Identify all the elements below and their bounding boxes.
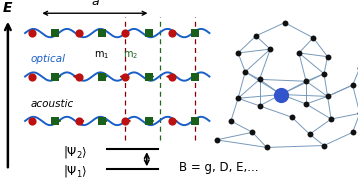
Point [303,102,309,105]
Point [242,70,248,73]
Point [29,32,35,35]
Point [146,32,151,35]
Point [76,119,82,122]
Point [325,55,330,58]
Point [310,36,316,39]
Point [76,75,82,78]
Point [235,97,241,100]
Point [169,75,175,78]
Point [122,75,128,78]
Point [53,75,58,78]
Point [257,78,262,81]
Point [192,32,198,35]
Point [357,112,358,115]
Point [169,119,175,122]
Point [307,133,313,136]
Text: m$_2$: m$_2$ [123,49,138,61]
Point [29,119,35,122]
Text: E: E [3,1,13,15]
Point [325,95,330,98]
Point [264,146,270,149]
Point [146,119,151,122]
Point [53,119,58,122]
Point [228,119,234,122]
Point [122,119,128,122]
Point [257,104,262,107]
Point [303,80,309,83]
Point [350,84,355,87]
Point [235,51,241,54]
Point [321,144,327,147]
Point [169,32,175,35]
Point [357,67,358,70]
Text: B = g, D, E,...: B = g, D, E,... [179,161,258,174]
Text: m$_1$: m$_1$ [95,49,110,61]
Point [321,72,327,75]
Point [253,34,259,37]
Point [250,131,255,134]
Point [328,118,334,121]
Point [289,116,295,119]
Point [278,93,284,96]
Point [29,75,35,78]
Point [214,138,219,141]
Text: $|\Psi_1\rangle$: $|\Psi_1\rangle$ [63,163,88,179]
Point [192,75,198,78]
Text: acoustic: acoustic [30,99,74,109]
Point [53,32,58,35]
Point [122,32,128,35]
Point [282,21,287,24]
Point [296,51,302,54]
Text: a: a [91,0,99,8]
Point [350,131,355,134]
Text: optical: optical [30,54,66,64]
Point [99,119,105,122]
Point [267,48,273,51]
Point [146,75,151,78]
Point [192,119,198,122]
Point [99,75,105,78]
Text: $|\Psi_2\rangle$: $|\Psi_2\rangle$ [63,144,88,160]
Point [76,32,82,35]
Point [99,32,105,35]
